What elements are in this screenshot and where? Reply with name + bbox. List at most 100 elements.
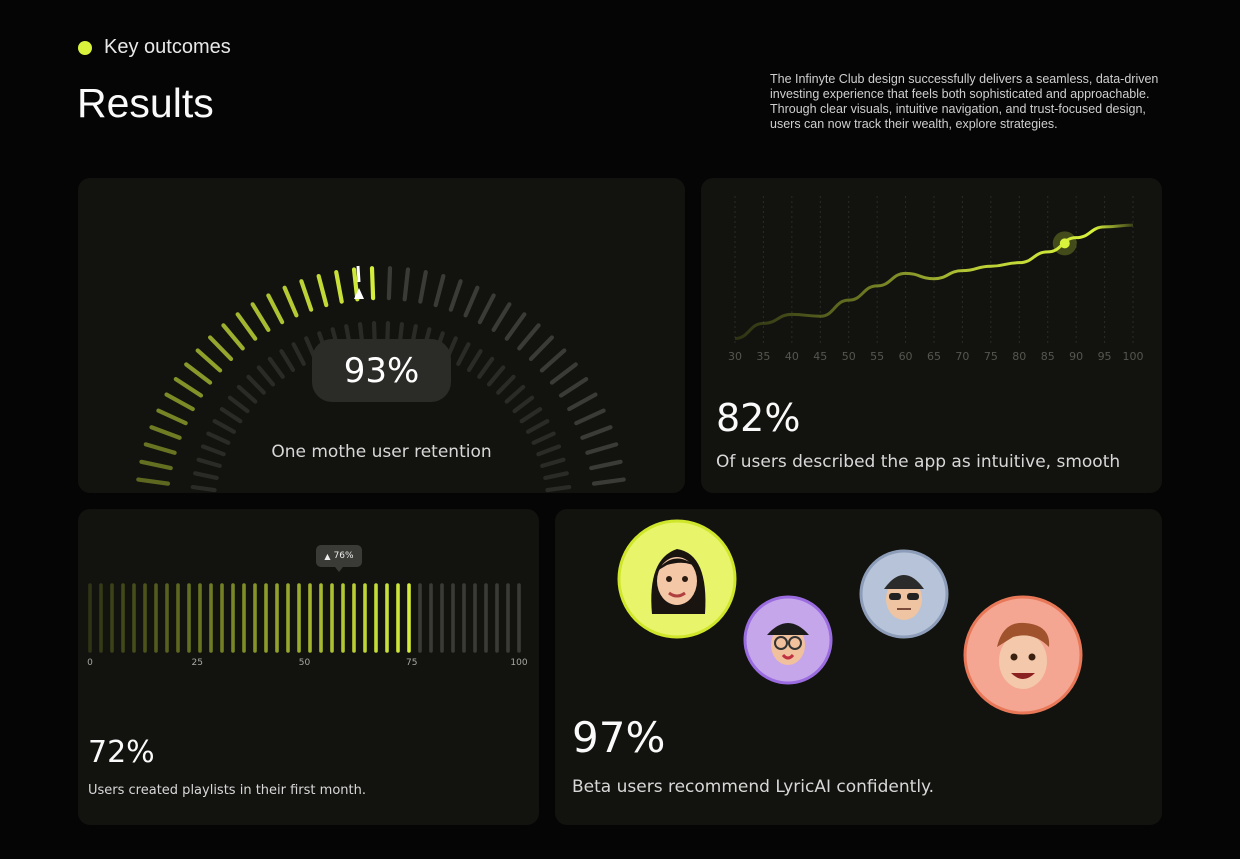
intuitive-caption: Of users described the app as intuitive,… — [716, 452, 1121, 472]
meter-tick-label: 75 — [406, 658, 417, 668]
meter-tick-label: 100 — [510, 658, 527, 668]
intro-paragraph: The Infinyte Club design successfully de… — [770, 72, 1159, 131]
gauge-needle — [356, 265, 361, 283]
gauge-tick — [143, 442, 177, 455]
retention-caption: One mothe user retention — [271, 442, 492, 462]
eyebrow-label: Key outcomes — [104, 36, 231, 58]
accent-dot — [78, 40, 92, 55]
gauge-tick — [536, 444, 562, 457]
gauge-tick — [246, 374, 266, 395]
x-tick-label: 95 — [1098, 350, 1112, 363]
gauge-tick — [279, 349, 296, 373]
x-tick-label: 70 — [955, 350, 969, 363]
x-tick-label: 55 — [870, 350, 884, 363]
gauge-tick — [517, 323, 541, 351]
avatar-beanie-sunglasses — [859, 549, 949, 639]
gauge-tick — [219, 407, 243, 424]
gauge-tick — [477, 293, 496, 325]
intuitive-line-chart: 30 35 40 45 50 55 60 65 70 75 80 85 90 95 100 — [728, 196, 1144, 363]
gauge-tick — [463, 285, 480, 318]
meter-tick-label: 0 — [87, 658, 93, 668]
x-tick-label: 90 — [1069, 350, 1083, 363]
gauge-tick — [589, 459, 623, 471]
gauge-tick — [156, 408, 188, 426]
avatar-cap-glasses — [743, 595, 833, 685]
gauge-tick — [207, 335, 234, 362]
gauge-tick — [227, 395, 250, 414]
gauge-tick — [466, 349, 483, 373]
playlists-caption: Users created playlists in their first m… — [88, 783, 366, 798]
x-tick-label: 50 — [842, 350, 856, 363]
gauge-tick — [504, 312, 527, 341]
gauge-tick — [196, 457, 222, 469]
gauge-tick — [525, 419, 550, 434]
gauge-tick — [496, 374, 516, 395]
gauge-tick — [266, 293, 285, 325]
gauge-tick — [486, 365, 506, 387]
x-tick-label: 35 — [756, 350, 770, 363]
x-tick-label: 100 — [1123, 350, 1144, 363]
x-tick-label: 40 — [785, 350, 799, 363]
gauge-tick — [549, 362, 578, 385]
gauge-tick — [369, 266, 376, 301]
triangle-up-icon: ▲ — [324, 551, 331, 561]
avatar-smiling-boy — [963, 595, 1083, 715]
gauge-tick — [528, 335, 555, 362]
gauge-tick — [519, 407, 543, 424]
gauge-tick — [221, 323, 245, 351]
gauge-tick — [433, 273, 446, 308]
playlists-card: 0 25 50 75 100 ▲ 76% 72% Users created playl… — [78, 509, 539, 825]
gauge-tick — [477, 356, 495, 379]
gauge-tick — [567, 392, 598, 412]
gauge-tick — [491, 302, 512, 332]
meter-tick-label: 50 — [299, 658, 311, 668]
gauge-tick — [580, 425, 613, 440]
intuitive-value: 82% — [716, 396, 801, 440]
gauge-tick — [512, 395, 535, 414]
gauge-tick — [282, 285, 299, 318]
gauge-tick — [164, 392, 195, 412]
intuitive-card: 30 35 40 45 50 55 60 65 70 75 80 85 90 95 100 82% Of u… — [701, 178, 1162, 493]
gauge-tick — [195, 348, 223, 373]
gauge-tick — [193, 471, 219, 480]
gauge-tick — [418, 270, 428, 304]
gauge-tick — [236, 384, 258, 404]
gauge-tick — [539, 348, 567, 373]
gauge-tick — [334, 270, 344, 304]
gauge-tick — [190, 484, 217, 493]
highlight-point — [1059, 238, 1070, 249]
gauge-tick — [235, 312, 258, 341]
gauge-tick — [267, 356, 285, 379]
meter-tick-label: 25 — [192, 658, 203, 668]
gauge-tick — [212, 419, 237, 434]
gauge-tick — [291, 342, 306, 366]
retention-value-pill: 93% — [312, 339, 451, 402]
recommend-value: 97% — [572, 713, 666, 762]
x-tick-label: 30 — [728, 350, 742, 363]
retention-gauge — [136, 265, 626, 493]
recommend-caption: Beta users recommend LyricAI confidently… — [572, 777, 935, 797]
gauge-tick — [456, 342, 471, 366]
x-tick-label: 80 — [1012, 350, 1026, 363]
gauge-tick — [136, 477, 171, 486]
gauge-tick — [545, 484, 572, 493]
gauge-pointer-icon — [354, 288, 364, 299]
gauge-tick — [139, 459, 173, 471]
gauge-tick — [149, 425, 182, 440]
x-tick-label: 45 — [813, 350, 827, 363]
recommend-card: 97% Beta users recommend LyricAI confide… — [555, 509, 1162, 825]
gauge-tick — [256, 365, 276, 387]
avatar-woman-long-hair — [617, 519, 737, 639]
playlists-tooltip: ▲ 76% — [316, 545, 362, 572]
gauge-tick — [448, 279, 463, 312]
gauge-tick — [200, 444, 226, 457]
gauge-tick — [543, 471, 569, 480]
playlists-value: 72% — [88, 735, 155, 770]
section-eyebrow: Key outcomes — [78, 36, 231, 59]
gauge-tick — [173, 377, 204, 398]
gauge-tick — [591, 477, 626, 486]
gauge-tick — [531, 431, 556, 445]
gauge-tick — [574, 408, 606, 426]
gauge-tick — [386, 266, 393, 301]
x-tick-label: 60 — [899, 350, 913, 363]
